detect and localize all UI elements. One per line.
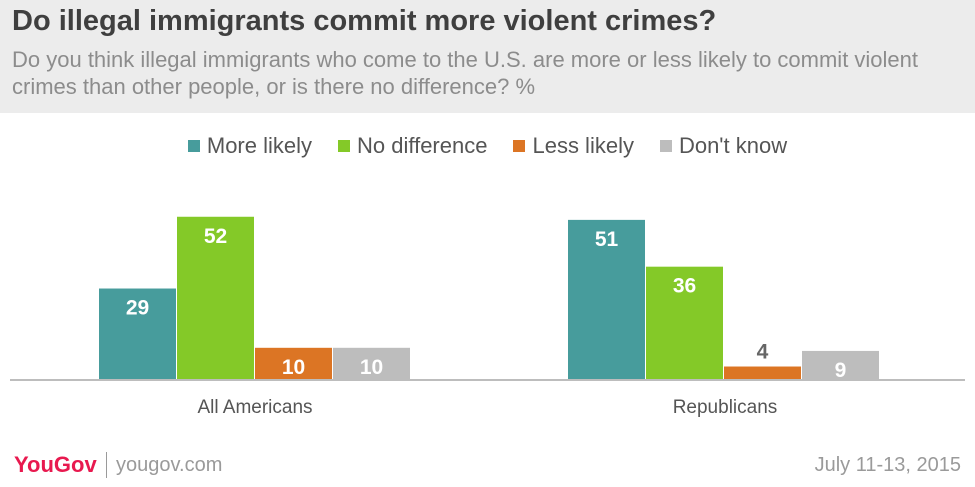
legend-item: Don't know (659, 131, 788, 161)
bar (724, 366, 801, 379)
legend-label: More likely (206, 133, 313, 158)
legend-swatch (338, 140, 351, 152)
data-label: 9 (835, 359, 847, 382)
legend-swatch (513, 140, 526, 152)
bar (333, 347, 410, 379)
category-label: Republicans (673, 397, 778, 418)
chart-header: Do illegal immigrants commit more violen… (0, 0, 975, 113)
chart-subtitle: Do you think illegal immigrants who come… (12, 47, 919, 99)
legend-swatch (187, 140, 200, 152)
data-label: 10 (282, 356, 305, 379)
bar (646, 266, 723, 379)
legend-item: No difference (338, 131, 487, 161)
data-label: 10 (360, 356, 383, 379)
legend-label: Don't know (678, 133, 788, 158)
legend-item: More likely (187, 131, 313, 161)
footer-divider (106, 452, 107, 478)
legend-label: No difference (357, 133, 488, 158)
bar-chart: 29 52 10 10 All Americans 51 36 4 9 Republicans (10, 216, 965, 418)
bar (255, 347, 332, 379)
chart-title: Do illegal immigrants commit more violen… (12, 5, 717, 37)
legend-item: Less likely (513, 131, 634, 161)
legend-swatch (659, 140, 672, 152)
bar (568, 219, 645, 379)
data-label: 52 (204, 225, 227, 248)
bar (802, 350, 879, 379)
data-label: 4 (757, 341, 769, 364)
data-label: 51 (595, 228, 619, 251)
yougov-logo: YouGov (14, 452, 97, 477)
bar (99, 288, 176, 379)
category-label: All Americans (197, 397, 312, 418)
legend: More likely No difference Less likely Don't… (0, 131, 975, 161)
bar (177, 216, 254, 379)
data-label: 29 (126, 297, 149, 320)
legend-label: Less likely (532, 133, 634, 158)
footer-site: yougov.com (116, 454, 223, 476)
data-label: 36 (673, 275, 696, 298)
footer-date: July 11-13, 2015 (814, 454, 961, 476)
